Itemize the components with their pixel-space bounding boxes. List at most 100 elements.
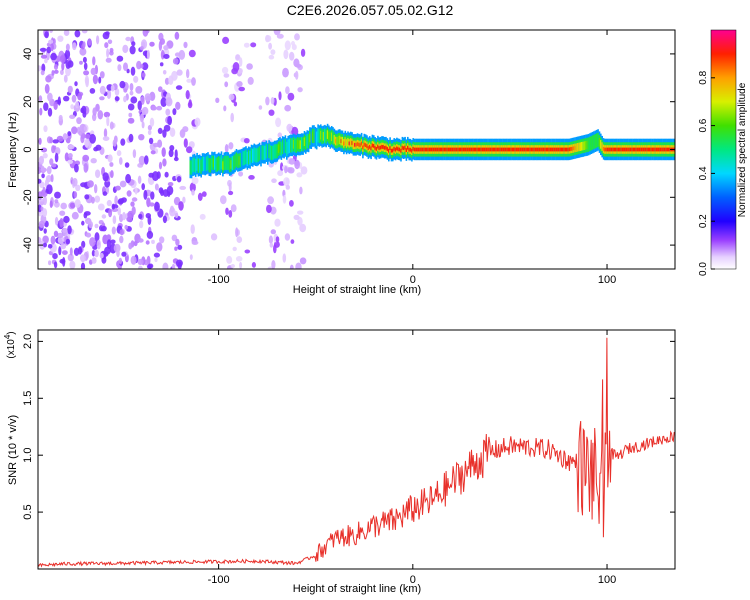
spectrogram-ridge-cell: [483, 147, 485, 152]
spectrogram-ridge-cell: [265, 144, 268, 159]
spectrogram-ridge-cell: [288, 138, 291, 153]
spectrogram-cell: [65, 66, 71, 77]
spectrogram-ridge-cell: [662, 147, 665, 152]
spectrogram-cell: [141, 72, 146, 78]
spectrogram-ridge-cell: [413, 147, 416, 152]
spectrogram-ridge-cell: [613, 147, 616, 152]
spectrogram-ridge-cell: [458, 147, 461, 152]
spectrogram-cell: [89, 88, 96, 94]
spectrogram-ridge-cell: [479, 147, 481, 152]
spectrogram-cell: [278, 91, 282, 101]
spectrogram-ridge-cell: [222, 161, 224, 170]
spectrogram-cell: [74, 30, 81, 38]
spectrogram-cell: [106, 116, 110, 127]
snr-scale-base: (x10: [6, 339, 17, 359]
spectrogram-cell: [53, 64, 59, 70]
spectrogram-ridge-cell: [489, 147, 492, 152]
spectrogram-cell: [139, 220, 144, 229]
spectrogram-ridge-cell: [334, 139, 337, 143]
spectrogram-ridge-cell: [579, 142, 582, 151]
x-tick-label: -100: [208, 274, 230, 286]
spectrogram-cell: [49, 137, 53, 144]
spectrogram-ridge-cell: [510, 147, 512, 152]
spectrogram-ridge-cell: [347, 137, 349, 147]
spectrogram-ridge-cell: [277, 144, 280, 154]
spectrogram-cell: [41, 165, 45, 171]
spectrogram-cell: [69, 247, 73, 256]
spectrogram-cell: [179, 185, 187, 190]
spectrogram-ridge-cell: [339, 135, 341, 145]
spectrogram-ridge-cell: [401, 145, 404, 150]
spectrogram-ridge-cell: [305, 135, 307, 151]
spectrogram-cell: [60, 69, 64, 76]
spectrogram-ridge-cell: [370, 146, 372, 151]
spectrogram-ridge-cell: [233, 155, 235, 170]
spectrogram-cell: [197, 192, 203, 201]
spectrogram-cell: [73, 191, 78, 199]
spectrogram-ridge-cell: [330, 132, 333, 142]
spectrogram-ridge-cell: [238, 156, 240, 165]
spectrogram-cell: [171, 234, 178, 242]
spectrogram-cell: [190, 224, 195, 235]
y-tick-label: -20: [22, 189, 34, 205]
spectrogram-ridge-cell: [545, 147, 548, 152]
spectrogram-cell: [297, 210, 304, 215]
spectrogram-cell: [95, 169, 101, 178]
spectrogram-ridge-cell: [392, 148, 394, 153]
spectrogram-cell: [146, 264, 152, 269]
spectrogram-cell: [154, 257, 158, 263]
spectrogram-cell: [153, 252, 160, 258]
spectrogram-cell: [271, 178, 277, 183]
spectrogram-ridge-cell: [328, 132, 330, 141]
spectrogram-cell: [147, 215, 152, 225]
spectrogram-ridge-cell: [352, 140, 355, 150]
spectrogram-ridge-cell: [469, 147, 472, 152]
spectrogram-cell: [150, 191, 155, 200]
spectrogram-cell: [147, 124, 152, 131]
spectrogram-ridge-cell: [336, 137, 338, 146]
spectrogram-cell: [119, 180, 127, 188]
spectrogram-cell: [273, 30, 281, 36]
spectrogram-cell: [103, 111, 111, 118]
spectrogram-cell: [41, 63, 46, 73]
spectrogram-cell: [167, 115, 173, 126]
spectrogram-ridge-cell: [658, 147, 661, 152]
spectrogram-cell: [75, 184, 81, 191]
spectrogram-cell: [102, 31, 110, 40]
spectrogram-cell: [57, 96, 61, 106]
spectrogram-ridge-cell: [492, 147, 495, 152]
spectrogram-cell: [42, 186, 46, 193]
spectrogram-heatmap: [38, 30, 675, 269]
spectrogram-cell: [270, 97, 275, 105]
spectrogram-cell: [141, 106, 149, 115]
spectrogram-cell: [43, 102, 49, 111]
spectrogram-cell: [71, 211, 79, 220]
spectrogram-cell: [110, 170, 114, 179]
spectrogram-cell: [162, 70, 167, 75]
spectrogram-cell: [295, 63, 302, 68]
spectrogram-cell: [178, 49, 186, 60]
spectrogram-cell: [119, 235, 124, 244]
spectrogram-cell: [141, 62, 149, 71]
spectrogram-ridge-cell: [461, 147, 463, 152]
spectrogram-ridge-cell: [610, 147, 613, 152]
spectrogram-cell: [165, 97, 173, 107]
spectrogram-cell: [96, 35, 100, 45]
spectrogram-cell: [69, 114, 76, 120]
spectrogram-cell: [129, 90, 134, 96]
spectrogram-cell: [119, 229, 125, 236]
spectrogram-cell: [134, 187, 138, 195]
spectrogram-cell: [53, 69, 59, 74]
spectrogram-cell: [283, 177, 290, 187]
spectrogram-ridge-cell: [359, 143, 361, 147]
spectrogram-cell: [291, 44, 297, 51]
spectrogram-cell: [49, 158, 54, 166]
spectrogram-ridge-cell: [271, 145, 273, 161]
spectrogram-cell: [221, 66, 229, 74]
spectrogram-ridge-cell: [495, 147, 497, 152]
spectrogram-ridge-cell: [197, 158, 200, 173]
spectrogram-ridge-cell: [207, 155, 209, 170]
spectrogram-ridge-cell: [572, 146, 575, 151]
spectrogram-ridge-cell: [484, 147, 487, 152]
spectrogram-cell: [183, 41, 188, 49]
